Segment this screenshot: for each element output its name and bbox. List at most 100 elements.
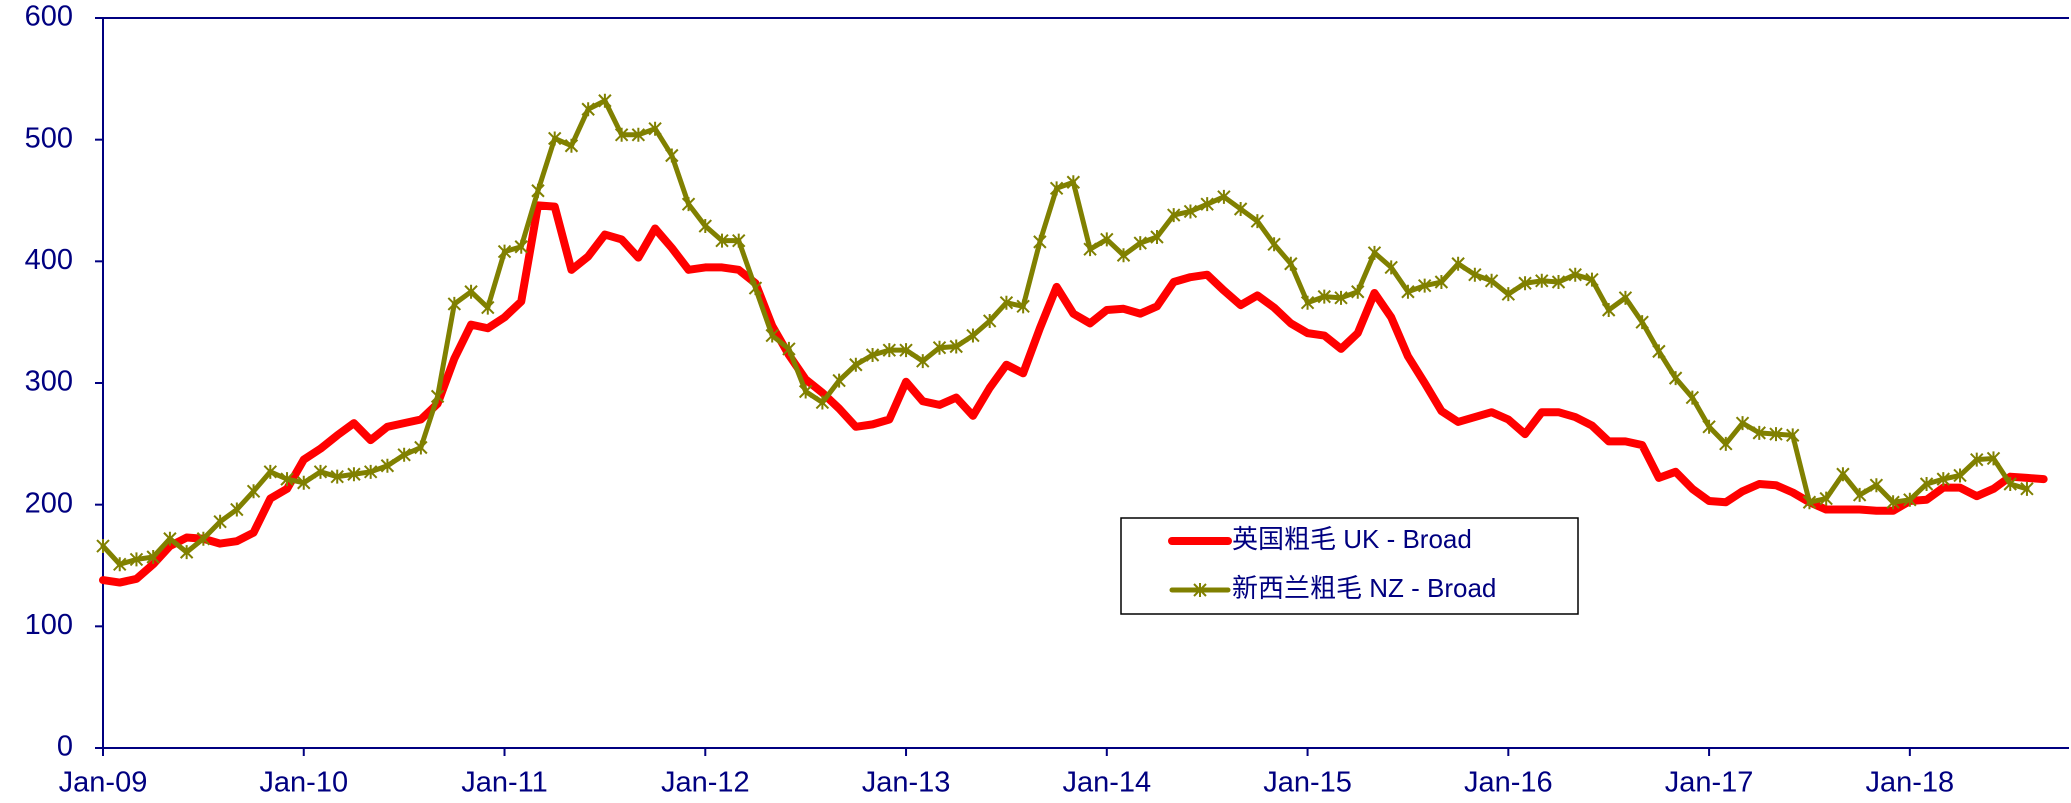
marker (748, 281, 763, 296)
x-tick-label: Jan-13 (862, 767, 951, 799)
marker (129, 552, 144, 567)
marker (1167, 208, 1181, 223)
series-line (99, 201, 2048, 587)
marker (1451, 256, 1465, 271)
marker (1116, 248, 1131, 263)
marker (782, 341, 796, 356)
marker (1133, 236, 1147, 251)
marker (849, 357, 863, 372)
legend-box (1120, 517, 1579, 615)
y-tick-label: 300 (25, 366, 73, 398)
marker (1317, 289, 1331, 304)
marker (581, 102, 595, 117)
marker (1618, 290, 1633, 305)
marker (96, 539, 110, 554)
marker (146, 549, 160, 564)
marker (1551, 275, 1566, 290)
marker (1752, 425, 1766, 440)
marker (1518, 276, 1532, 291)
marker (1066, 175, 1081, 190)
y-tick-label: 500 (25, 122, 73, 154)
marker (1585, 272, 1599, 287)
marker (246, 484, 261, 499)
marker (1936, 472, 1951, 487)
marker (1351, 284, 1365, 299)
marker (1367, 245, 1382, 260)
marker (1501, 287, 1516, 302)
marker (966, 328, 980, 343)
marker (765, 328, 779, 343)
marker (380, 458, 395, 473)
marker (1401, 284, 1415, 299)
marker (1535, 273, 1549, 288)
marker (1719, 436, 1733, 451)
marker (263, 464, 278, 479)
marker (1434, 275, 1449, 290)
marker (982, 313, 997, 328)
marker (1250, 214, 1265, 229)
marker (330, 469, 344, 484)
marker (514, 239, 528, 254)
marker (916, 354, 930, 369)
marker (1049, 181, 1064, 196)
marker (1468, 267, 1482, 282)
marker (1601, 303, 1616, 317)
marker (1903, 492, 1917, 507)
marker (1193, 583, 1207, 597)
marker (1668, 371, 1683, 386)
marker (347, 467, 361, 482)
marker (1484, 273, 1499, 288)
marker (213, 514, 227, 529)
marker (179, 545, 194, 560)
marker (1300, 295, 1315, 310)
marker (1652, 344, 1666, 359)
marker (1836, 467, 1850, 482)
marker (1886, 495, 1900, 510)
series-markers (96, 93, 2034, 572)
marker (614, 127, 629, 142)
marker (1735, 416, 1750, 431)
marker (631, 127, 646, 142)
marker (681, 197, 696, 212)
marker (1384, 260, 1398, 275)
y-tick-label: 400 (25, 244, 73, 276)
marker (1217, 189, 1231, 204)
marker (548, 131, 562, 146)
marker (1635, 315, 1649, 330)
marker (430, 389, 445, 404)
marker (815, 395, 830, 410)
x-tick-label: Jan-18 (1866, 767, 1955, 799)
marker (497, 244, 512, 259)
x-tick-label: Jan-16 (1464, 767, 1553, 799)
x-tick-label: Jan-15 (1263, 767, 1352, 799)
marker (1284, 256, 1298, 271)
marker (280, 472, 294, 487)
marker (1100, 232, 1114, 247)
marker (1869, 478, 1884, 493)
marker (1083, 242, 1097, 257)
series-line (100, 98, 2030, 567)
marker (1819, 491, 1833, 506)
marker (397, 447, 411, 462)
x-tick-label: Jan-17 (1665, 767, 1754, 799)
marker (832, 373, 846, 388)
marker (949, 339, 963, 354)
marker (598, 93, 612, 108)
marker (1852, 487, 1867, 502)
marker (732, 233, 746, 248)
marker (999, 295, 1014, 310)
marker (2003, 476, 2017, 491)
y-tick-label: 600 (25, 1, 73, 33)
marker (1267, 237, 1281, 252)
marker (313, 464, 328, 479)
y-tick-label: 100 (25, 609, 73, 641)
marker (648, 121, 662, 136)
marker (715, 233, 729, 248)
y-tick-label: 0 (57, 731, 73, 763)
marker (1786, 428, 1800, 443)
marker (1802, 495, 1817, 510)
marker (1986, 451, 2001, 466)
marker (1919, 476, 1934, 491)
marker (1685, 390, 1700, 405)
